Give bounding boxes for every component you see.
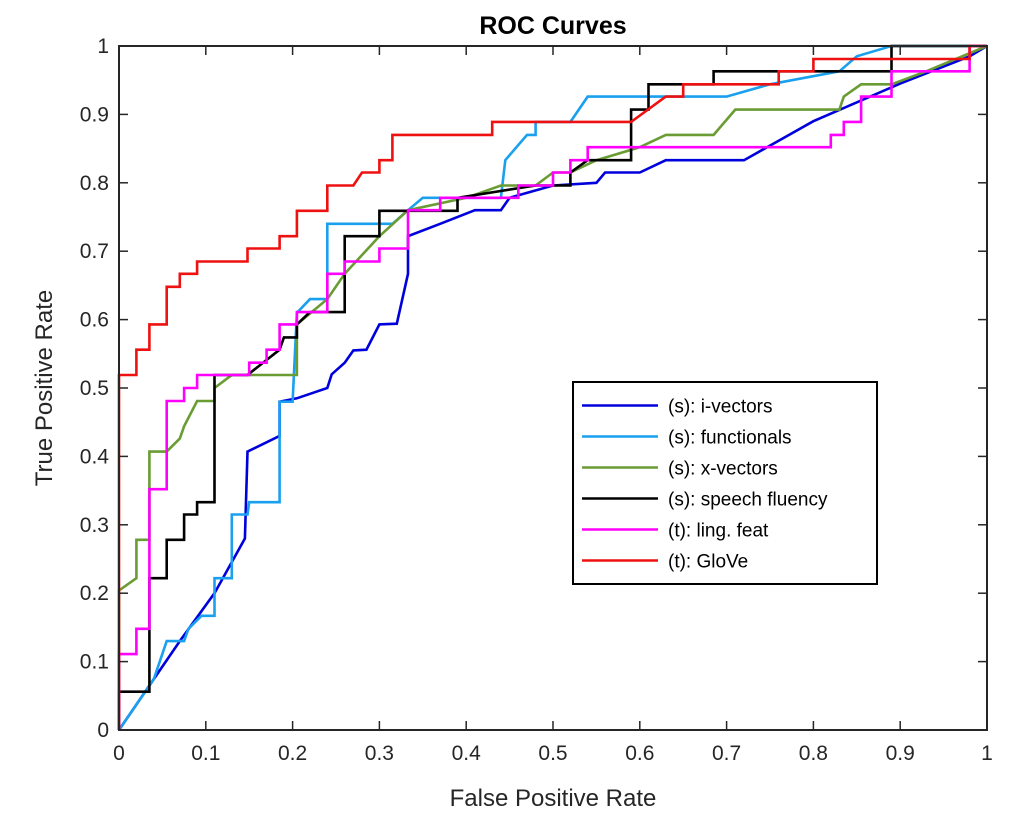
y-tick-label: 0.1 xyxy=(80,651,109,674)
x-tick-label: 0.4 xyxy=(452,742,482,765)
x-tick-label: 0.6 xyxy=(625,742,654,765)
x-tick-label: 0.8 xyxy=(799,742,828,765)
y-tick-label: 0.7 xyxy=(80,240,109,263)
y-tick-label: 0.5 xyxy=(80,377,109,400)
legend-label: (s): functionals xyxy=(668,428,792,449)
y-tick-label: 0.4 xyxy=(80,445,110,468)
legend: (s): i-vectors (s): functionals (s): x-vec… xyxy=(572,381,878,585)
x-tick-label: 0.2 xyxy=(278,742,307,765)
legend-label: (t): ling. feat xyxy=(668,521,769,542)
x-tick-label: 0.3 xyxy=(365,742,394,765)
x-tick-label: 0.9 xyxy=(886,742,915,765)
x-axis: 0 0.1 0.2 0.3 0.4 0.5 0.6 0.7 0.8 0.9 1 xyxy=(113,46,993,765)
series-line-2 xyxy=(117,44,987,731)
x-tick-label: 0.5 xyxy=(538,742,567,765)
series-line-6 xyxy=(117,44,987,730)
legend-label: (t): GloVe xyxy=(668,552,748,573)
y-tick-label: 0 xyxy=(97,719,109,742)
x-axis-title: False Positive Rate xyxy=(450,785,657,812)
y-axis-title: True Positive Rate xyxy=(31,290,58,487)
y-tick-label: 0.8 xyxy=(80,172,109,195)
x-tick-label: 0.1 xyxy=(191,742,220,765)
legend-label: (s): x-vectors xyxy=(668,459,778,480)
legend-items: (s): i-vectors (s): functionals (s): x-vec… xyxy=(582,397,828,573)
series-line-1 xyxy=(117,44,988,731)
y-tick-label: 0.2 xyxy=(80,582,109,605)
y-tick-label: 1 xyxy=(97,35,109,58)
legend-label: (s): i-vectors xyxy=(668,397,773,418)
legend-box xyxy=(572,381,878,585)
legend-label: (s): speech fluency xyxy=(668,490,828,511)
x-tick-label: 0 xyxy=(113,742,125,765)
y-tick-label: 0.3 xyxy=(80,514,109,537)
chart-title: ROC Curves xyxy=(479,12,626,40)
series-line-5 xyxy=(117,44,987,730)
y-tick-label: 0.6 xyxy=(80,309,109,332)
y-axis: 0 0.1 0.2 0.3 0.4 0.5 0.6 0.7 0.8 0.9 1 xyxy=(80,35,987,742)
x-tick-label: 1 xyxy=(981,742,993,765)
y-tick-label: 0.9 xyxy=(80,103,109,126)
x-tick-label: 0.7 xyxy=(712,742,741,765)
series-layer xyxy=(117,44,988,731)
